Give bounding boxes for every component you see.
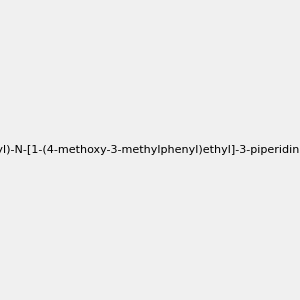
Text: 1-(ethylsulfonyl)-N-[1-(4-methoxy-3-methylphenyl)ethyl]-3-piperidinecarboxamide: 1-(ethylsulfonyl)-N-[1-(4-methoxy-3-meth… [0,145,300,155]
